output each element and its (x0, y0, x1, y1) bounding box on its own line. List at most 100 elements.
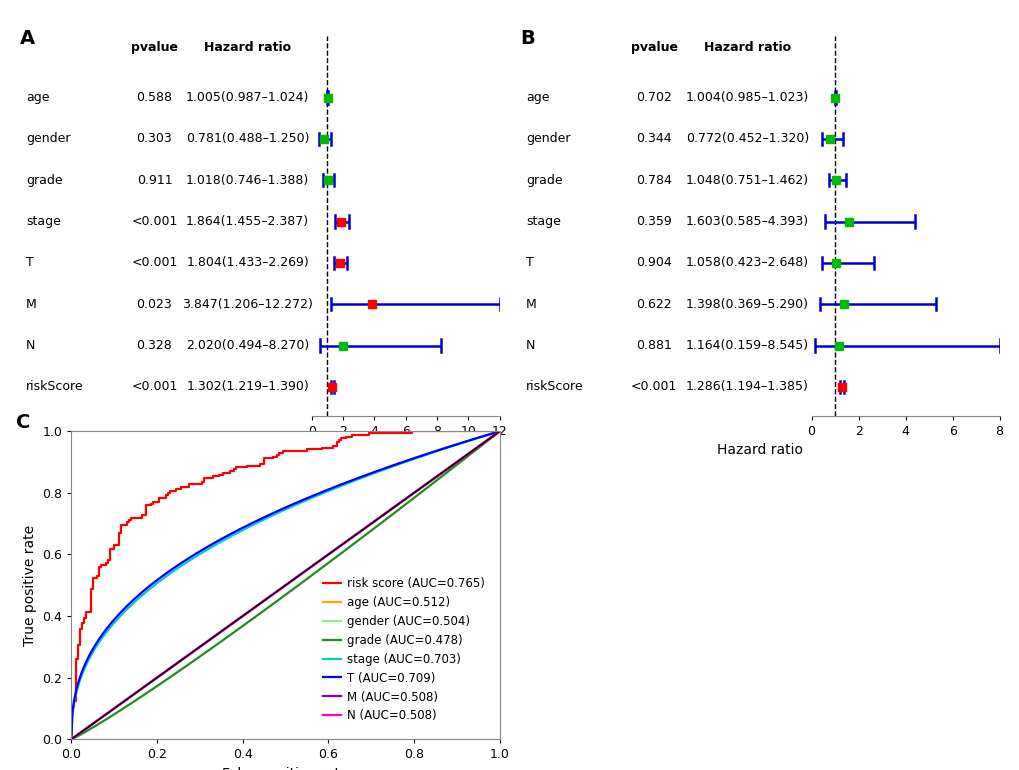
Text: age: age (26, 91, 50, 104)
gender (AUC=0.504) (268, 588, 280, 598)
stage (AUC=0.703) (65, 735, 77, 744)
Text: 0.881: 0.881 (636, 339, 672, 352)
risk score (AUC=0.765) (493, 427, 505, 436)
T (AUC=0.709) (320, 486, 332, 495)
Text: 0.911: 0.911 (137, 174, 172, 186)
Line: gender (AUC=0.504): gender (AUC=0.504) (71, 431, 499, 739)
Text: Hazard ratio: Hazard ratio (703, 42, 791, 55)
M (AUC=0.508) (416, 482, 428, 491)
M (AUC=0.508) (297, 568, 309, 578)
grade (AUC=0.478) (320, 560, 332, 569)
stage (AUC=0.703) (268, 510, 280, 519)
Text: <0.001: <0.001 (131, 256, 177, 270)
Text: pvalue: pvalue (630, 42, 677, 55)
Text: 1.058(0.423–2.648): 1.058(0.423–2.648) (685, 256, 808, 270)
N (AUC=0.508) (268, 588, 280, 598)
risk score (AUC=0.765) (406, 427, 418, 436)
Text: <0.001: <0.001 (131, 380, 177, 393)
risk score (AUC=0.765) (174, 484, 186, 494)
stage (AUC=0.703) (416, 451, 428, 460)
risk score (AUC=0.765) (71, 654, 84, 664)
Text: 0.622: 0.622 (636, 298, 672, 310)
age (AUC=0.512) (297, 568, 309, 578)
Line: M (AUC=0.508): M (AUC=0.508) (71, 431, 499, 739)
age (AUC=0.512) (483, 434, 495, 444)
Text: 0.781(0.488–1.250): 0.781(0.488–1.250) (185, 132, 309, 146)
T (AUC=0.709) (65, 735, 77, 744)
M (AUC=0.508) (271, 587, 283, 596)
T (AUC=0.709) (483, 430, 495, 439)
T (AUC=0.709) (493, 427, 505, 436)
gender (AUC=0.504) (483, 434, 495, 444)
Text: M: M (526, 298, 536, 310)
grade (AUC=0.478) (493, 427, 505, 436)
risk score (AUC=0.765) (65, 735, 77, 744)
Text: gender: gender (26, 132, 70, 146)
Text: 1.018(0.746–1.388): 1.018(0.746–1.388) (185, 174, 309, 186)
M (AUC=0.508) (493, 427, 505, 436)
Text: 1.286(1.194–1.385): 1.286(1.194–1.385) (686, 380, 808, 393)
N (AUC=0.508) (493, 427, 505, 436)
M (AUC=0.508) (65, 735, 77, 744)
Text: T: T (26, 256, 34, 270)
Text: stage: stage (26, 215, 61, 228)
Text: grade: grade (26, 174, 63, 186)
gender (AUC=0.504) (493, 427, 505, 436)
Text: <0.001: <0.001 (631, 380, 677, 393)
grade (AUC=0.478) (268, 598, 280, 608)
age (AUC=0.512) (268, 588, 280, 598)
risk score (AUC=0.765) (108, 544, 120, 554)
Text: 0.359: 0.359 (636, 215, 672, 228)
grade (AUC=0.478) (271, 596, 283, 605)
Text: 2.020(0.494–8.270): 2.020(0.494–8.270) (185, 339, 309, 352)
grade (AUC=0.478) (65, 735, 77, 744)
Text: 1.603(0.585–4.393): 1.603(0.585–4.393) (685, 215, 808, 228)
stage (AUC=0.703) (483, 430, 495, 439)
age (AUC=0.512) (271, 587, 283, 596)
T (AUC=0.709) (268, 507, 280, 517)
stage (AUC=0.703) (493, 427, 505, 436)
N (AUC=0.508) (271, 587, 283, 596)
Text: 0.344: 0.344 (636, 132, 672, 146)
Line: age (AUC=0.512): age (AUC=0.512) (71, 431, 499, 739)
gender (AUC=0.504) (271, 587, 283, 596)
stage (AUC=0.703) (320, 487, 332, 497)
Text: 0.303: 0.303 (137, 132, 172, 146)
M (AUC=0.508) (268, 588, 280, 598)
T (AUC=0.709) (297, 495, 309, 504)
N (AUC=0.508) (320, 551, 332, 561)
Text: 0.328: 0.328 (137, 339, 172, 352)
Text: riskScore: riskScore (526, 380, 583, 393)
gender (AUC=0.504) (320, 551, 332, 561)
age (AUC=0.512) (65, 735, 77, 744)
risk score (AUC=0.765) (73, 631, 86, 641)
Text: N: N (26, 339, 36, 352)
N (AUC=0.508) (416, 482, 428, 491)
X-axis label: Hazard ratio: Hazard ratio (217, 444, 303, 457)
Text: riskScore: riskScore (26, 380, 84, 393)
Line: stage (AUC=0.703): stage (AUC=0.703) (71, 431, 499, 739)
X-axis label: Hazard ratio: Hazard ratio (716, 444, 802, 457)
stage (AUC=0.703) (297, 497, 309, 506)
age (AUC=0.512) (416, 482, 428, 491)
Text: 1.302(1.219–1.390): 1.302(1.219–1.390) (186, 380, 309, 393)
Line: grade (AUC=0.478): grade (AUC=0.478) (71, 431, 499, 739)
Text: <0.001: <0.001 (131, 215, 177, 228)
Text: grade: grade (526, 174, 562, 186)
Y-axis label: True positive rate: True positive rate (22, 524, 37, 646)
Text: 1.005(0.987–1.024): 1.005(0.987–1.024) (185, 91, 309, 104)
Text: 0.784: 0.784 (636, 174, 672, 186)
Text: 0.904: 0.904 (636, 256, 672, 270)
Legend: risk score (AUC=0.765), age (AUC=0.512), gender (AUC=0.504), grade (AUC=0.478), : risk score (AUC=0.765), age (AUC=0.512),… (318, 572, 489, 727)
Text: 1.398(0.369–5.290): 1.398(0.369–5.290) (686, 298, 808, 310)
T (AUC=0.709) (416, 450, 428, 460)
age (AUC=0.512) (493, 427, 505, 436)
gender (AUC=0.504) (416, 482, 428, 491)
Text: A: A (20, 29, 36, 49)
Text: gender: gender (526, 132, 570, 146)
Text: stage: stage (526, 215, 560, 228)
Text: 1.048(0.751–1.462): 1.048(0.751–1.462) (685, 174, 808, 186)
Text: Hazard ratio: Hazard ratio (204, 42, 291, 55)
Text: 1.164(0.159–8.545): 1.164(0.159–8.545) (685, 339, 808, 352)
gender (AUC=0.504) (65, 735, 77, 744)
